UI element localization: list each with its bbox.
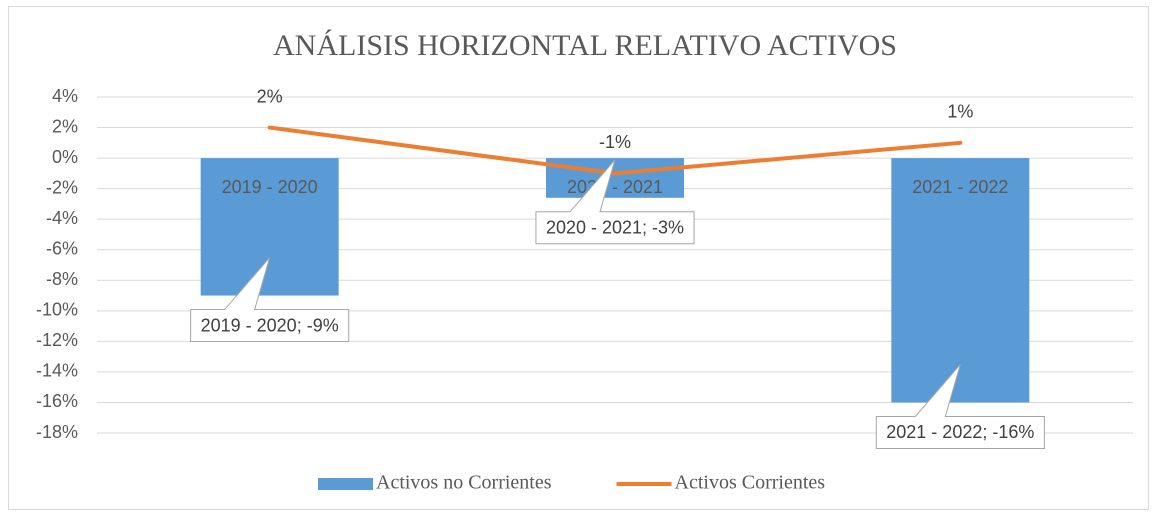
callout — [535, 159, 695, 245]
y-tick-label: -2% — [46, 177, 78, 197]
y-tick-label: 2% — [52, 116, 78, 136]
y-tick-label: -4% — [46, 208, 78, 228]
y-tick-label: -14% — [36, 361, 78, 381]
category-label: 2019 - 2020 — [222, 177, 318, 197]
y-tick-label: -16% — [36, 391, 78, 411]
y-tick-label: -8% — [46, 269, 78, 289]
y-tick-label: -18% — [36, 422, 78, 442]
category-label: 2021 - 2022 — [912, 177, 1008, 197]
data-label: 2020 - 2021; -3% — [546, 218, 684, 238]
data-label: 2019 - 2020; -9% — [201, 315, 339, 335]
y-tick-label: -10% — [36, 300, 78, 320]
bar — [200, 158, 339, 296]
callout — [875, 364, 1045, 449]
legend-label: Activos Corrientes — [675, 472, 826, 494]
bar — [891, 158, 1030, 403]
line — [267, 125, 963, 176]
y-tick-label: -12% — [36, 330, 78, 350]
data-label: 2% — [257, 86, 283, 106]
chart-title: ANÁLISIS HORIZONTAL RELATIVO ACTIVOS — [273, 29, 897, 62]
data-label: 2021 - 2022; -16% — [886, 422, 1034, 442]
category-label: 2020 - 2021 — [567, 177, 663, 197]
bar — [546, 158, 684, 198]
data-label: -1% — [599, 132, 631, 152]
data-label: 1% — [947, 102, 973, 122]
y-tick-label: -6% — [46, 238, 78, 258]
legend-swatch — [318, 478, 373, 490]
legend-label: Activos no Corrientes — [376, 472, 552, 494]
y-tick-label: 4% — [52, 86, 78, 106]
callout — [190, 257, 350, 343]
y-tick-label: 0% — [52, 147, 78, 167]
